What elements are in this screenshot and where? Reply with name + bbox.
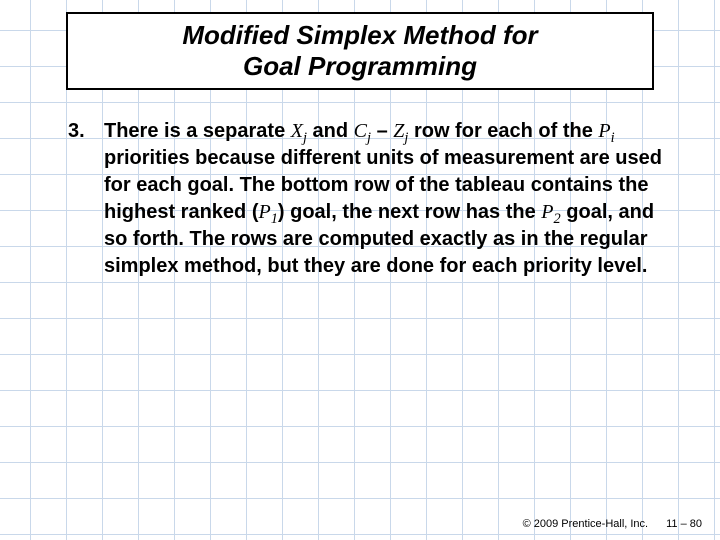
var-Zj: Z (393, 120, 404, 142)
var-Xj: X (291, 120, 303, 142)
sub-Pi: i (611, 130, 615, 146)
sub-P1: 1 (271, 211, 278, 227)
sub-P2: 2 (554, 211, 561, 227)
text-seg-1: There is a separate (104, 120, 291, 142)
list-item: 3. There is a separate Xj and Cj – Zj ro… (68, 118, 668, 280)
list-number: 3. (68, 118, 104, 145)
var-Pi: P (598, 120, 610, 142)
var-Cj: C (354, 120, 367, 142)
footer: © 2009 Prentice-Hall, Inc. 11 – 80 (523, 518, 702, 530)
var-P1: P (258, 201, 270, 223)
page-number: 11 – 80 (666, 518, 702, 530)
var-P2: P (541, 201, 553, 223)
copyright-text: © 2009 Prentice-Hall, Inc. (523, 518, 649, 530)
text-seg-6: ) goal, the next row has the (278, 201, 541, 223)
text-seg-2: and (307, 120, 354, 142)
content-area: 3. There is a separate Xj and Cj – Zj ro… (68, 118, 668, 280)
title-box: Modified Simplex Method for Goal Program… (66, 12, 654, 90)
title-line-2: Goal Programming (243, 51, 477, 81)
text-seg-4: row for each of the (408, 120, 598, 142)
title-line-1: Modified Simplex Method for (182, 20, 537, 50)
slide-title: Modified Simplex Method for Goal Program… (182, 20, 537, 82)
list-body: There is a separate Xj and Cj – Zj row f… (104, 118, 668, 280)
text-seg-3: – (371, 120, 393, 142)
